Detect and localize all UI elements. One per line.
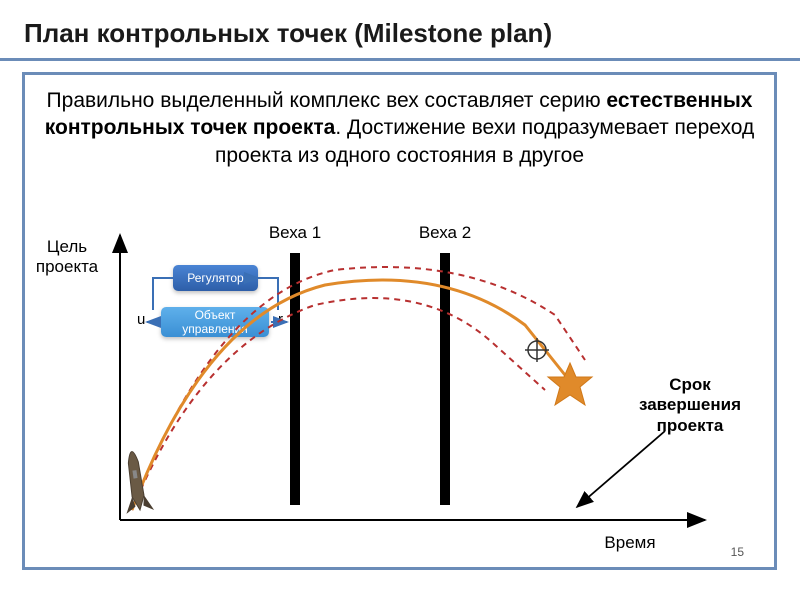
description-text: Правильно выделенный комплекс вех состав… <box>35 87 764 169</box>
chart-svg <box>25 215 780 565</box>
milestone2-bar <box>440 253 450 505</box>
rocket-icon <box>118 450 154 514</box>
upper-bound-curve <box>132 267 585 510</box>
deadline-arrow <box>577 431 665 507</box>
explosion-icon <box>548 363 592 405</box>
title-underline <box>0 58 800 61</box>
desc-part1: Правильно выделенный комплекс вех состав… <box>47 89 607 112</box>
slide-title: План контрольных точек (Milestone plan) <box>24 18 552 49</box>
page-number: 15 <box>731 545 744 559</box>
target-icon <box>525 338 549 362</box>
milestone-chart: Цель проекта Веха 1 Веха 2 Время Срок за… <box>25 215 780 565</box>
milestone1-bar <box>290 253 300 505</box>
content-frame: Правильно выделенный комплекс вех состав… <box>22 72 777 570</box>
loop-left <box>153 278 173 310</box>
lower-bound-curve <box>132 298 545 510</box>
